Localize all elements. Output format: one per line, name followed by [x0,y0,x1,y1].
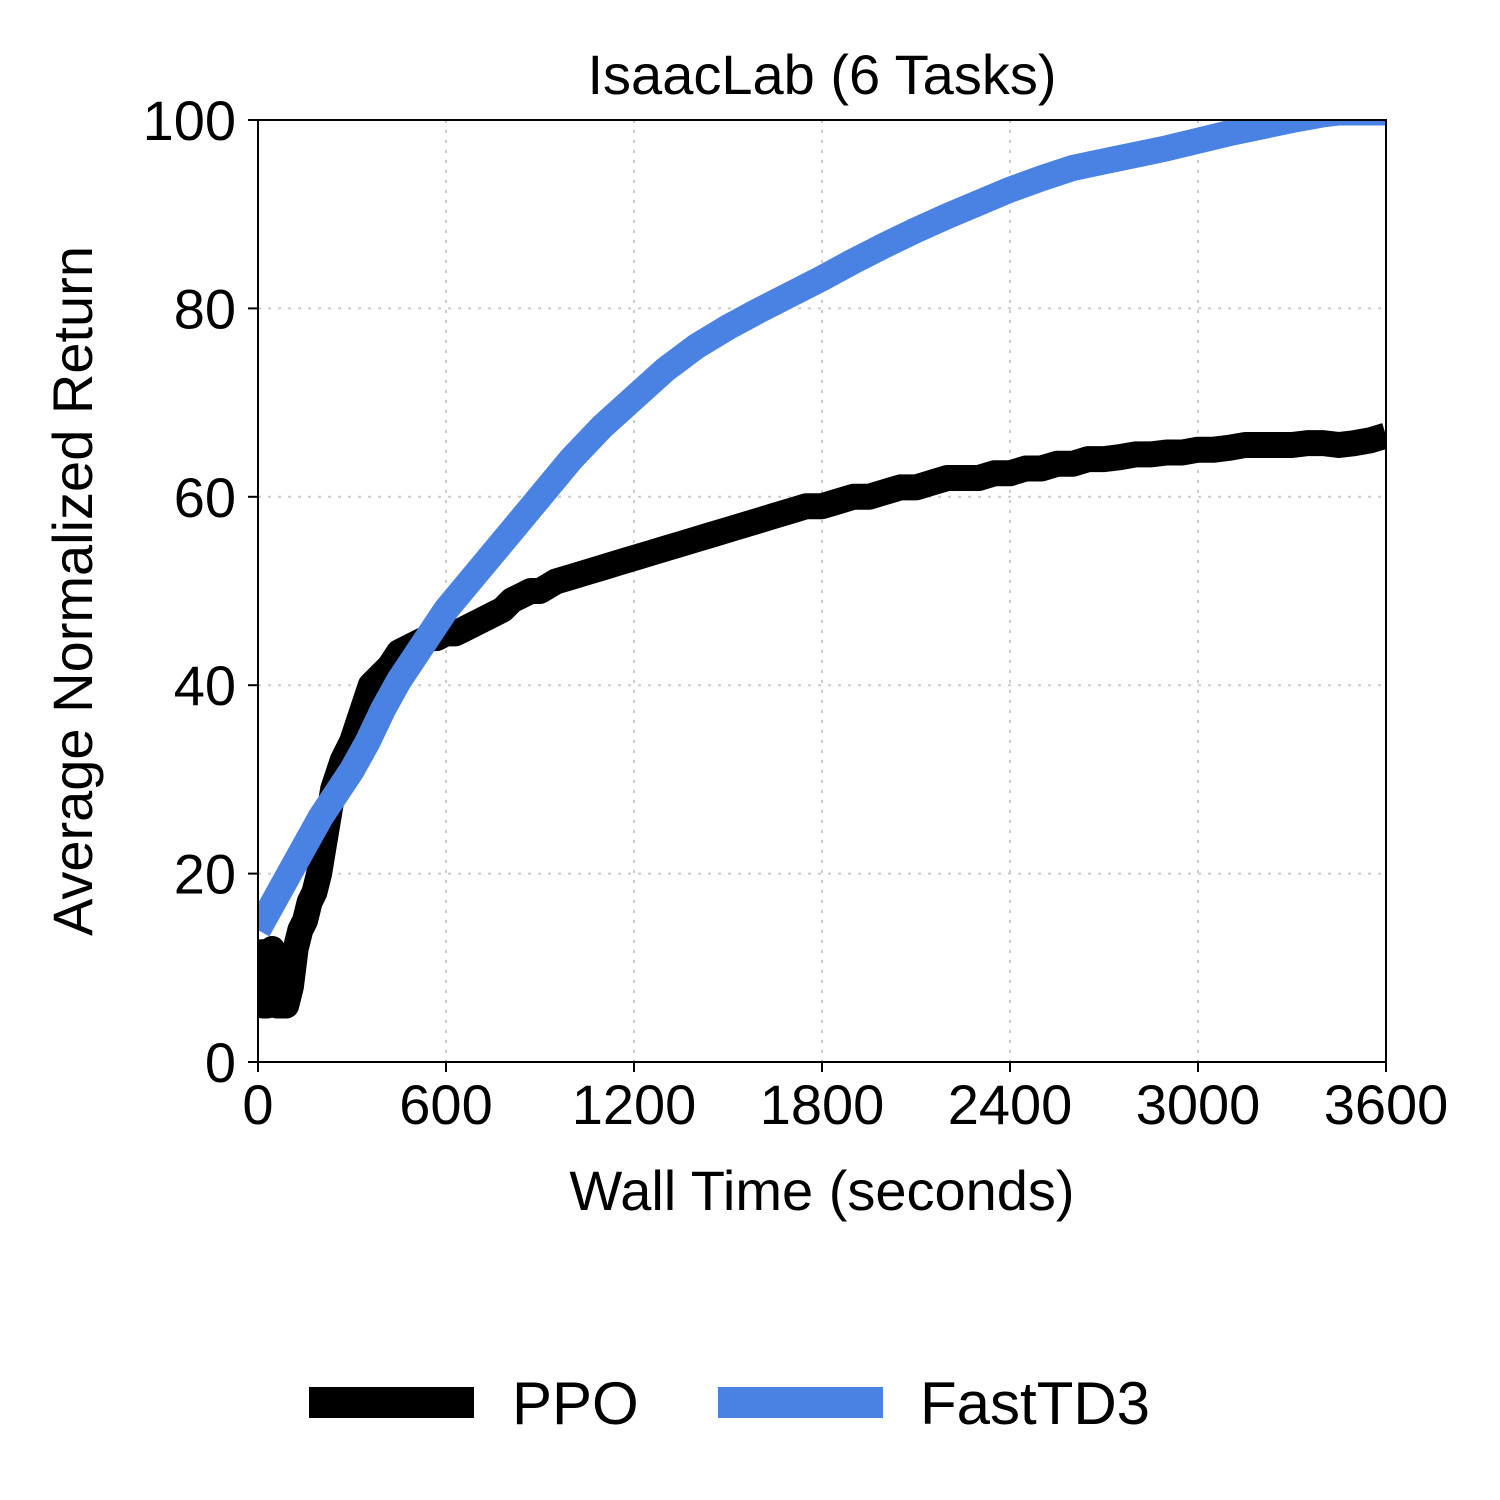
legend-label-ppo: PPO [512,1370,639,1437]
legend: PPO FastTD3 [309,1370,1150,1437]
y-axis-label: Average Normalized Return [41,246,104,936]
x-tick-label: 2400 [948,1073,1073,1136]
y-tick-label: 100 [143,89,236,152]
x-tick-label: 1800 [760,1073,885,1136]
chart-title: IsaacLab (6 Tasks) [588,43,1057,106]
y-tick-label: 0 [205,1031,236,1094]
y-tick-label: 40 [174,654,236,717]
legend-swatch-ppo [309,1387,474,1418]
x-tick-label: 3600 [1324,1073,1449,1136]
ticks: 0 600 1200 1800 2400 3000 3600 0 20 40 60 80 100 [143,89,1449,1136]
y-tick-label: 80 [174,277,236,340]
x-axis-label: Wall Time (seconds) [569,1159,1074,1222]
y-tick-label: 20 [174,843,236,906]
y-tick-label: 60 [174,466,236,529]
series-line-fasttd3 [258,120,1386,937]
x-tick-label: 0 [242,1073,273,1136]
legend-swatch-fasttd3 [718,1387,883,1418]
grid [258,120,1386,1062]
x-tick-label: 1200 [572,1073,697,1136]
legend-label-fasttd3: FastTD3 [920,1370,1150,1437]
series-layer [258,120,1386,1019]
x-tick-label: 600 [399,1073,492,1136]
x-tick-label: 3000 [1136,1073,1261,1136]
